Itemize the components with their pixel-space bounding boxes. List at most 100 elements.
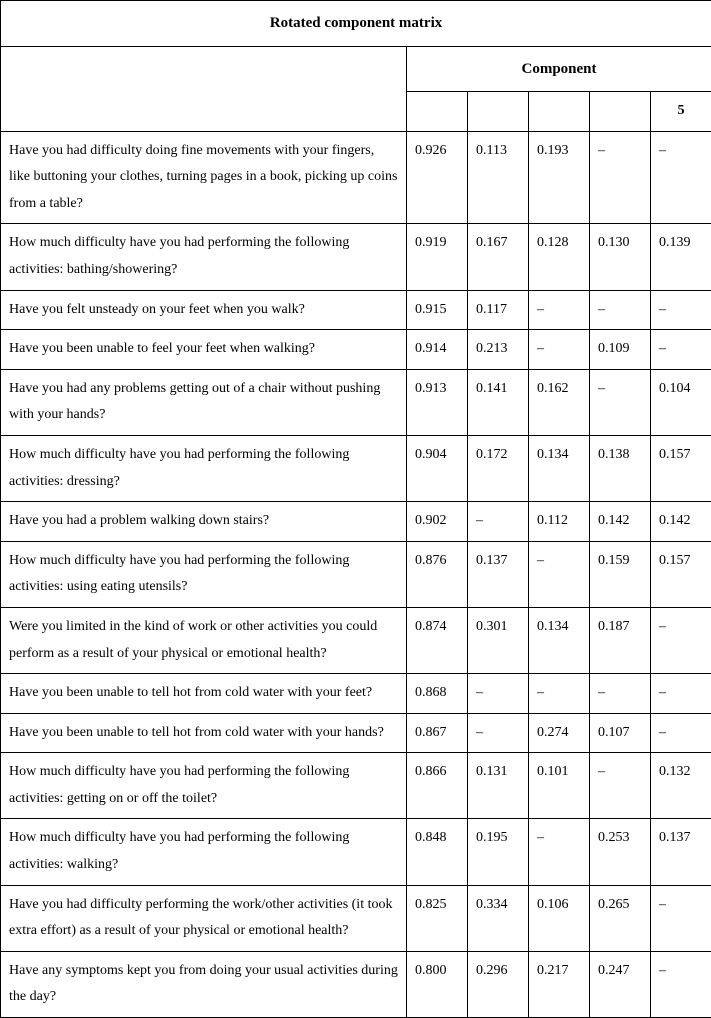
value-cell: 0.866	[407, 753, 468, 819]
value-cell: 0.131	[468, 753, 529, 819]
value-cell: 0.162	[529, 369, 590, 435]
value-cell: –	[651, 885, 711, 951]
value-cell: 0.902	[407, 502, 468, 542]
value-cell: –	[590, 131, 651, 224]
table-row: How much difficulty have you had perform…	[1, 541, 711, 607]
component-header: Component	[407, 46, 711, 92]
table-row: Have any symptoms kept you from doing yo…	[1, 951, 711, 1017]
value-cell: 0.915	[407, 290, 468, 330]
value-cell: –	[529, 330, 590, 370]
value-cell: 0.195	[468, 819, 529, 885]
value-cell: –	[529, 674, 590, 714]
value-cell: 0.217	[529, 951, 590, 1017]
table-row: How much difficulty have you had perform…	[1, 819, 711, 885]
question-cell: Have you been unable to tell hot from co…	[1, 713, 407, 753]
value-cell: 0.172	[468, 435, 529, 501]
value-cell: –	[468, 502, 529, 542]
value-cell: 0.247	[590, 951, 651, 1017]
value-cell: 0.139	[651, 224, 711, 290]
value-cell: 0.213	[468, 330, 529, 370]
value-cell: –	[651, 713, 711, 753]
value-cell: 0.904	[407, 435, 468, 501]
value-cell: 0.142	[590, 502, 651, 542]
value-cell: 0.187	[590, 607, 651, 673]
value-cell: –	[529, 541, 590, 607]
question-cell: Have you been unable to tell hot from co…	[1, 674, 407, 714]
value-cell: 0.107	[590, 713, 651, 753]
table-title: Rotated component matrix	[1, 1, 711, 47]
value-cell: –	[651, 674, 711, 714]
value-cell: –	[529, 290, 590, 330]
value-cell: –	[651, 951, 711, 1017]
value-cell: 0.132	[651, 753, 711, 819]
value-cell: 0.141	[468, 369, 529, 435]
table-row: Have you been unable to tell hot from co…	[1, 674, 711, 714]
value-cell: 0.113	[468, 131, 529, 224]
value-cell: 0.265	[590, 885, 651, 951]
table-row: How much difficulty have you had perform…	[1, 224, 711, 290]
value-cell: 0.926	[407, 131, 468, 224]
table-row: Have you been unable to tell hot from co…	[1, 713, 711, 753]
value-cell: 0.919	[407, 224, 468, 290]
value-cell: 0.142	[651, 502, 711, 542]
value-cell: 0.848	[407, 819, 468, 885]
value-cell: 0.301	[468, 607, 529, 673]
value-cell: 0.137	[651, 819, 711, 885]
value-cell: 0.867	[407, 713, 468, 753]
question-cell: How much difficulty have you had perform…	[1, 753, 407, 819]
col-label-5: 5	[651, 92, 711, 132]
value-cell: 0.253	[590, 819, 651, 885]
question-cell: Have you felt unsteady on your feet when…	[1, 290, 407, 330]
value-cell: 0.825	[407, 885, 468, 951]
table-row: Have you had any problems getting out of…	[1, 369, 711, 435]
value-cell: 0.274	[529, 713, 590, 753]
value-cell: 0.334	[468, 885, 529, 951]
value-cell: –	[651, 290, 711, 330]
table-row: Have you had difficulty performing the w…	[1, 885, 711, 951]
question-cell: Have you had difficulty doing fine movem…	[1, 131, 407, 224]
value-cell: 0.800	[407, 951, 468, 1017]
value-cell: 0.109	[590, 330, 651, 370]
question-cell: Have you had any problems getting out of…	[1, 369, 407, 435]
col-label-4	[590, 92, 651, 132]
value-cell: 0.296	[468, 951, 529, 1017]
value-cell: 0.157	[651, 435, 711, 501]
value-cell: 0.914	[407, 330, 468, 370]
value-cell: 0.130	[590, 224, 651, 290]
question-cell: Have any symptoms kept you from doing yo…	[1, 951, 407, 1017]
value-cell: 0.193	[529, 131, 590, 224]
table-row: Were you limited in the kind of work or …	[1, 607, 711, 673]
value-cell: 0.874	[407, 607, 468, 673]
table-row: How much difficulty have you had perform…	[1, 753, 711, 819]
value-cell: –	[590, 369, 651, 435]
value-cell: –	[468, 713, 529, 753]
value-cell: –	[590, 674, 651, 714]
table-row: Have you had a problem walking down stai…	[1, 502, 711, 542]
question-cell: Have you had difficulty performing the w…	[1, 885, 407, 951]
value-cell: 0.104	[651, 369, 711, 435]
value-cell: –	[651, 607, 711, 673]
value-cell: 0.159	[590, 541, 651, 607]
value-cell: –	[651, 131, 711, 224]
rotated-component-matrix-table: Rotated component matrix Component 5 Hav…	[0, 0, 711, 1018]
blank-header	[1, 46, 407, 131]
value-cell: 0.876	[407, 541, 468, 607]
value-cell: 0.157	[651, 541, 711, 607]
value-cell: –	[651, 330, 711, 370]
value-cell: 0.868	[407, 674, 468, 714]
question-cell: How much difficulty have you had perform…	[1, 435, 407, 501]
value-cell: 0.137	[468, 541, 529, 607]
col-label-2	[468, 92, 529, 132]
question-cell: Have you had a problem walking down stai…	[1, 502, 407, 542]
table-row: How much difficulty have you had perform…	[1, 435, 711, 501]
value-cell: 0.913	[407, 369, 468, 435]
value-cell: 0.112	[529, 502, 590, 542]
value-cell: 0.117	[468, 290, 529, 330]
question-cell: How much difficulty have you had perform…	[1, 819, 407, 885]
table-row: Have you felt unsteady on your feet when…	[1, 290, 711, 330]
table-row: Have you had difficulty doing fine movem…	[1, 131, 711, 224]
col-label-3	[529, 92, 590, 132]
value-cell: –	[468, 674, 529, 714]
question-cell: Have you been unable to feel your feet w…	[1, 330, 407, 370]
value-cell: 0.101	[529, 753, 590, 819]
